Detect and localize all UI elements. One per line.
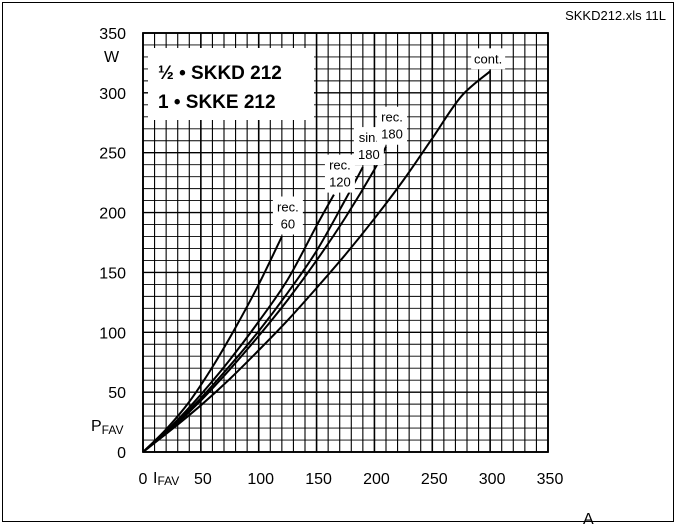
title-box: [148, 48, 314, 120]
y-tick-label: 150: [99, 265, 126, 282]
y-unit-label: W: [104, 49, 120, 66]
chart-frame: [2, 2, 674, 522]
x-tick-label: 350: [537, 471, 564, 488]
y-axis-label: PFAV: [91, 418, 123, 437]
y-tick-label: 0: [117, 445, 126, 462]
x-tick-label: 100: [247, 471, 274, 488]
series-line: [142, 70, 491, 453]
x-unit-label: A: [583, 511, 594, 528]
series-label: rec.: [277, 200, 299, 215]
tick-labels: 0 50 100 150 200 250 300 350 0 50 100 150 200 250 300 3…: [99, 26, 563, 488]
series-label: rec.: [381, 110, 403, 125]
y-tick-label: 50: [108, 385, 126, 402]
curves: [142, 70, 491, 453]
series-label-bg: [377, 106, 407, 145]
y-tick-label: 100: [99, 325, 126, 342]
file-tag: SKKD212.xls 11L: [565, 8, 666, 23]
series-label: cont.: [474, 51, 502, 66]
title-line-2: 1 • SKKE 212: [158, 92, 276, 113]
series-label-bg: [272, 196, 303, 235]
y-tick-label: 200: [99, 206, 126, 223]
y-tick-label: 350: [99, 26, 126, 43]
x-tick-label: 250: [421, 471, 448, 488]
series-label-bg: [324, 154, 355, 193]
x-tick-label: 50: [194, 471, 212, 488]
series-label: 180: [381, 127, 403, 142]
series-line: [142, 166, 364, 453]
x-tick-label: 300: [479, 471, 506, 488]
y-tick-label: 300: [99, 86, 126, 103]
y-tick-label: 250: [99, 146, 126, 163]
x-tick-label: 150: [305, 471, 332, 488]
series-label: 180: [358, 147, 380, 162]
x-axis-label: IFAV: [153, 470, 179, 488]
series-line: [142, 146, 387, 453]
series-label: rec.: [329, 158, 351, 173]
plot-border: [142, 32, 549, 453]
series-label: 120: [329, 175, 351, 190]
title-line-1: ½ • SKKD 212: [158, 63, 282, 84]
x-tick-label: 0: [139, 471, 148, 488]
x-tick-label: 200: [363, 471, 390, 488]
series-line: [142, 236, 283, 453]
series-label: sin.: [359, 130, 379, 145]
series-label-bg: [471, 48, 506, 70]
series-label: 60: [281, 217, 295, 232]
